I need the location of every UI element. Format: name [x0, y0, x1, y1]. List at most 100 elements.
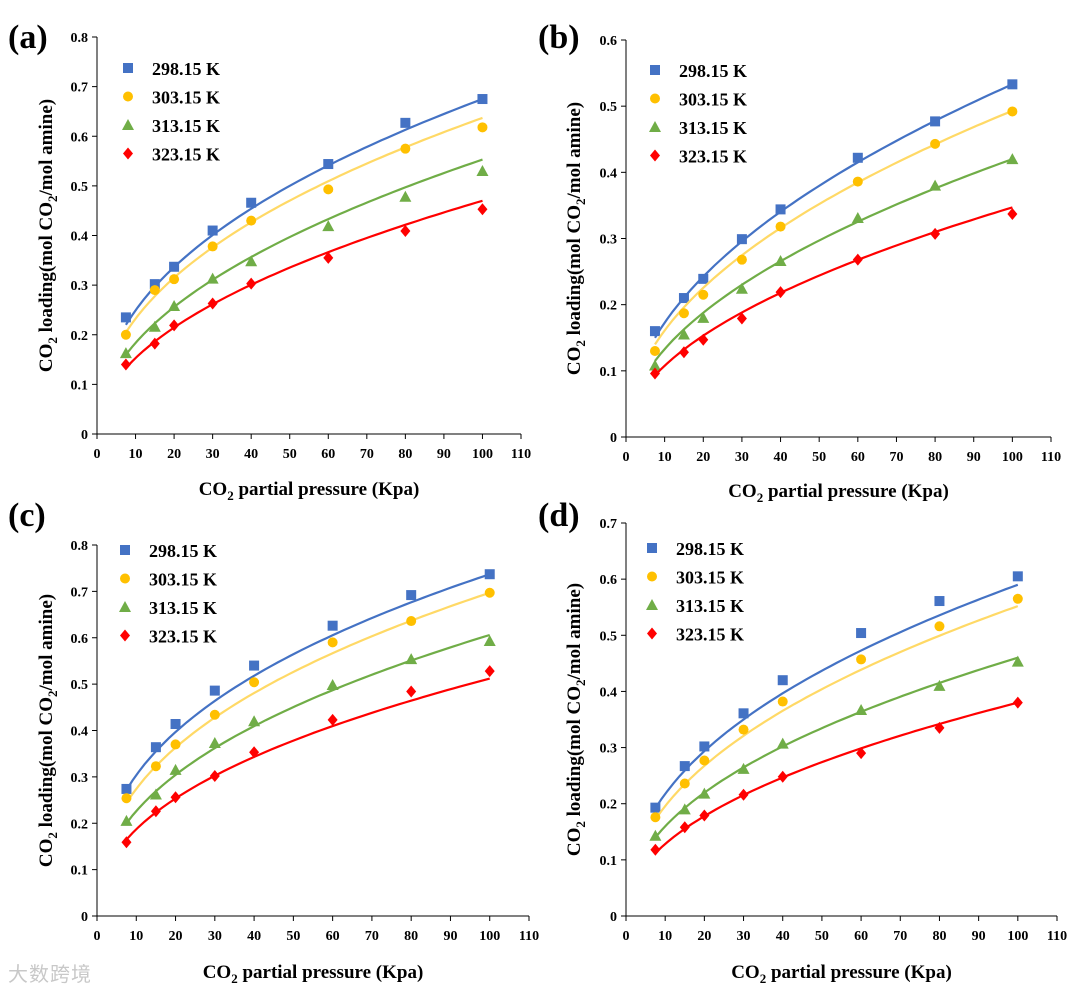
data-point	[323, 251, 334, 264]
data-point	[119, 347, 132, 359]
data-point	[679, 821, 690, 834]
data-point	[406, 685, 417, 698]
data-point	[327, 713, 338, 726]
data-point	[934, 596, 945, 607]
data-point	[249, 677, 260, 688]
x-tick-label: 110	[519, 929, 539, 944]
data-point	[206, 272, 219, 284]
y-tick-label: 0	[81, 910, 88, 925]
legend-label: 298.15 K	[152, 59, 220, 79]
data-point	[322, 220, 335, 232]
data-point	[735, 282, 748, 294]
fit-curve-303-15-k	[654, 109, 1013, 346]
data-point	[1006, 153, 1019, 165]
y-tick-label: 0.3	[71, 279, 89, 294]
data-point	[698, 289, 709, 300]
series-313-15-k	[648, 153, 1019, 371]
data-point	[699, 809, 710, 822]
data-point	[678, 308, 689, 319]
data-point	[209, 685, 220, 696]
y-tick-label: 0	[81, 428, 88, 443]
data-point	[400, 225, 411, 238]
data-point	[678, 803, 691, 815]
series-313-15-k	[119, 158, 489, 359]
x-tick-label: 80	[404, 929, 418, 944]
data-point	[150, 761, 161, 772]
x-axis-title: CO2 partial pressure (Kpa)	[731, 962, 952, 986]
data-point	[323, 184, 334, 195]
x-tick-label: 70	[360, 447, 374, 462]
data-point	[934, 721, 945, 734]
data-point	[120, 814, 133, 826]
y-tick-label: 0.4	[71, 725, 89, 740]
fit-curve-313-15-k	[654, 656, 1019, 839]
data-point	[327, 637, 338, 648]
data-point	[649, 367, 660, 380]
x-tick-label: 90	[972, 929, 986, 944]
data-point	[736, 234, 747, 245]
legend-label: 313.15 K	[676, 596, 744, 616]
fit-curve-313-15-k	[654, 158, 1013, 362]
legend-label: 313.15 K	[679, 118, 747, 138]
data-point	[400, 117, 411, 128]
x-tick-label: 70	[893, 929, 907, 944]
x-tick-label: 30	[206, 447, 220, 462]
data-point	[775, 286, 786, 299]
legend-label: 303.15 K	[679, 90, 747, 110]
data-point	[1007, 79, 1018, 90]
data-point	[851, 211, 864, 223]
watermark-text: 大数跨境	[8, 962, 92, 986]
data-point	[477, 203, 488, 216]
panel-letter: (a)	[8, 19, 48, 56]
data-point	[484, 665, 495, 678]
data-point	[929, 179, 942, 191]
chart-panel-b: (b) 0 0.1 0.2 0.3 0.4 0.5 0.6 0 10 20 30 40 50 60 70 80 9…	[538, 19, 1061, 505]
data-point	[169, 319, 180, 332]
x-tick-label: 110	[1041, 450, 1061, 465]
data-point	[775, 204, 786, 215]
data-point	[477, 94, 488, 105]
data-point	[648, 359, 661, 371]
fit-curve-323-15-k	[125, 199, 483, 369]
legend: 298.15 K 303.15 K 313.15 K 323.15 K	[119, 541, 217, 647]
data-point	[323, 159, 334, 170]
x-tick-label: 40	[247, 929, 261, 944]
data-point	[930, 138, 941, 149]
y-tick-label: 0.7	[71, 81, 89, 96]
x-tick-label: 0	[94, 447, 101, 462]
data-point	[399, 190, 412, 202]
x-tick-label: 30	[735, 450, 749, 465]
data-point	[1007, 208, 1018, 221]
x-axis-title: CO2 partial pressure (Kpa)	[203, 962, 424, 986]
chart-panel-a: (a) 0 0.1 0.2 0.3 0.4 0.5 0.6 0.7 0.8 0 10 20 30 40 50 6…	[8, 19, 531, 503]
y-tick-label: 0.8	[71, 539, 89, 554]
x-tick-label: 20	[167, 447, 181, 462]
data-point	[405, 653, 418, 665]
legend-label: 313.15 K	[152, 116, 220, 136]
legend: 298.15 K 303.15 K 313.15 K 323.15 K	[646, 539, 744, 645]
y-tick-label: 0.7	[600, 517, 618, 532]
legend-label: 303.15 K	[149, 570, 217, 590]
data-point	[400, 143, 411, 154]
legend-label: 298.15 K	[679, 61, 747, 81]
data-point	[650, 802, 661, 813]
data-point	[736, 312, 747, 325]
x-tick-label: 50	[286, 929, 300, 944]
y-tick-label: 0.8	[71, 31, 89, 46]
data-point	[477, 122, 488, 133]
x-tick-label: 110	[1047, 929, 1067, 944]
x-tick-label: 0	[94, 929, 101, 944]
data-point	[121, 793, 132, 804]
y-tick-label: 0.5	[600, 100, 618, 115]
legend-label: 298.15 K	[149, 541, 217, 561]
data-point	[120, 329, 131, 340]
data-point	[856, 628, 867, 639]
data-point	[207, 241, 218, 252]
series-298-15-k	[649, 79, 1018, 339]
y-tick-label: 0.6	[600, 573, 618, 588]
x-tick-label: 60	[851, 450, 865, 465]
data-point	[1011, 655, 1024, 667]
legend-label: 323.15 K	[676, 625, 744, 645]
data-point	[698, 273, 709, 284]
data-point	[679, 778, 690, 789]
